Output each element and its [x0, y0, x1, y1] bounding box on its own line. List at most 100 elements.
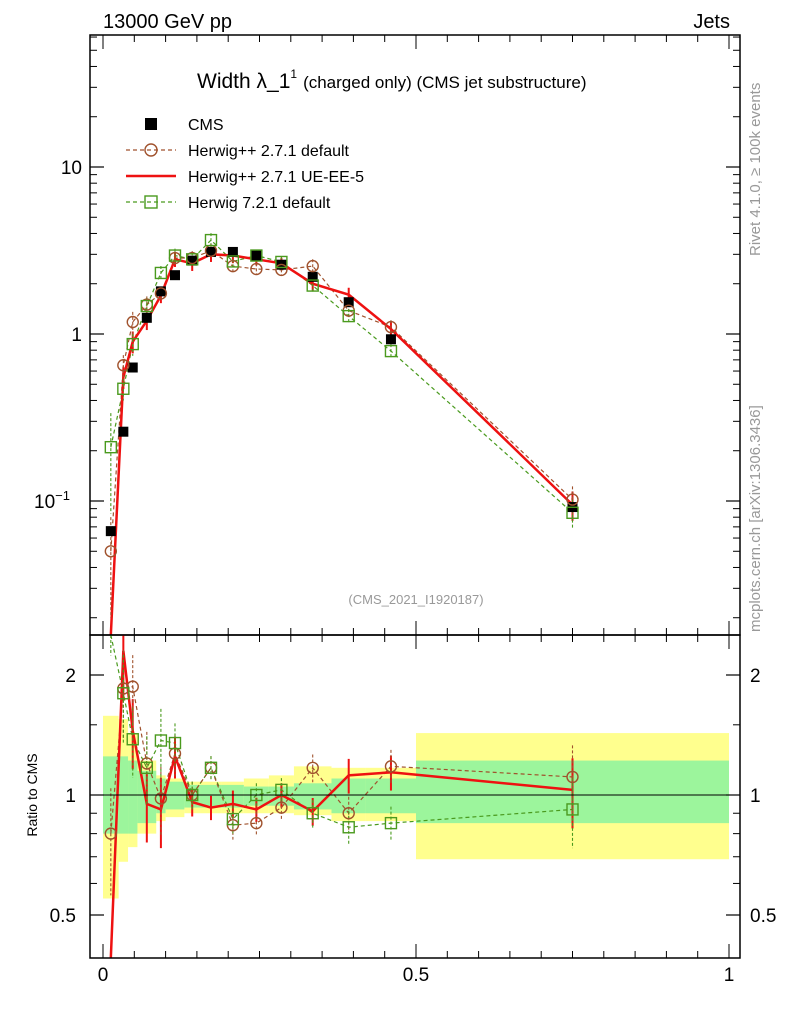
- main-point-herwig7-default: [306, 279, 319, 292]
- ratio-band-stat: [165, 781, 185, 810]
- main-ytick-label: 10: [61, 158, 82, 179]
- legend-label-herwig-2-7-1-ue-ee-5: Herwig++ 2.7.1 UE-EE-5: [188, 169, 364, 186]
- ratio-ytick-label-right: 1: [750, 786, 761, 807]
- main-point-herwigpp-default: [154, 287, 168, 300]
- main-point-herwig7-default: [126, 337, 139, 351]
- main-point-herwigpp-default: [250, 262, 263, 276]
- main-point-herwig7-default: [342, 309, 355, 323]
- main-point-herwig7-default: [250, 249, 263, 262]
- energy-label: 13000 GeV pp: [103, 11, 232, 33]
- ratio-point-herwigpp-default: [342, 807, 355, 820]
- main-point-herwigpp-default: [306, 259, 319, 273]
- ratio-point-herwigpp-default: [384, 760, 398, 773]
- ratio-point-herwig7-default: [140, 761, 154, 775]
- ratio-point-herwig7-default: [342, 821, 355, 834]
- main-series: [104, 233, 579, 636]
- main-ytick-label-text: 10: [34, 492, 55, 513]
- rivet-label: Rivet 4.1.0, ≥ 100k events: [747, 83, 764, 256]
- main-point-herwig7-default: [204, 233, 218, 247]
- ratio-plot: 2 2 1 1 0.5 0.5 0 0.5 1 Ratio to CMS: [24, 634, 776, 986]
- main-point-cms: [118, 426, 129, 437]
- main-point-herwigpp-default: [117, 359, 130, 372]
- main-point-herwig7-default: [117, 382, 130, 395]
- main-title: Width λ_11 (charged only) (CMS jet substr…: [197, 67, 587, 93]
- legend-label-herwig-2-7-1-default: Herwig++ 2.7.1 default: [188, 143, 350, 160]
- ratio-point-herwigpp-default: [154, 792, 168, 805]
- main-point-cms: [227, 246, 238, 257]
- main-point-herwigpp-default: [275, 263, 288, 277]
- ratio-ylabel: Ratio to CMS: [24, 753, 40, 836]
- main-point-herwigpp-default: [104, 545, 118, 558]
- legend-label-cms: CMS: [188, 117, 224, 134]
- ratio-point-herwigpp-default: [104, 827, 118, 840]
- legend-marker-cms: [145, 118, 157, 130]
- main-ytick-label: 10−1: [34, 488, 70, 513]
- ratio-point-herwig7-default: [168, 736, 182, 750]
- main-point-cms: [155, 286, 166, 297]
- main-point-cms: [169, 270, 180, 281]
- ratio-point-herwig7-default: [226, 812, 240, 826]
- main-point-cms: [307, 271, 318, 282]
- ratio-point-herwig7-default: [204, 761, 218, 775]
- ratio-xtick-label: 0.5: [403, 965, 429, 986]
- main-point-cms: [105, 526, 116, 537]
- main-ytick-label-text: 1: [71, 325, 82, 346]
- main-point-cms: [127, 362, 138, 373]
- ratio-ytick-label-left: 1: [65, 786, 76, 807]
- main-title-suffix: (charged only) (CMS jet substructure): [303, 73, 586, 92]
- ratio-line-herwig7-default: [110, 634, 573, 828]
- main-plot: Width λ_11 (charged only) (CMS jet substr…: [34, 34, 741, 636]
- ratio-ytick-label-right: 2: [750, 666, 761, 687]
- legend: CMS Herwig++ 2.7.1 default Herwig++ 2.7.1 …: [126, 117, 364, 212]
- main-point-herwig7-default: [168, 249, 182, 262]
- main-point-herwig7-default: [275, 255, 288, 269]
- ratio-frame: [89, 634, 741, 959]
- main-title-sup: 1: [290, 67, 297, 81]
- main-point-herwigpp-default: [126, 315, 139, 329]
- ratio-point-herwig7-default: [126, 733, 139, 746]
- main-point-herwig7-default: [226, 255, 240, 268]
- ratio-point-herwig7-default: [154, 734, 168, 747]
- legend-label-herwig-7-2-1-default: Herwig 7.2.1 default: [188, 195, 331, 212]
- ratio-point-herwig7-default: [566, 803, 579, 816]
- ratio-axes: 2 2 1 1 0.5 0.5 0 0.5 1: [50, 634, 776, 986]
- main-point-herwig7-default: [104, 440, 118, 454]
- main-point-herwig7-default: [384, 344, 398, 358]
- process-label: Jets: [693, 11, 730, 33]
- main-point-herwig7-default: [566, 506, 579, 519]
- ratio-ytick-label-right: 0.5: [750, 906, 776, 927]
- main-line-herwig7-default: [110, 239, 573, 514]
- legend-marker-herwig-7-2-1-default: [144, 195, 158, 209]
- main-point-herwig7-default: [140, 299, 154, 313]
- legend-marker-herwig-2-7-1-default: [144, 143, 158, 157]
- main-point-cms: [251, 250, 262, 261]
- main-point-cms: [205, 246, 216, 257]
- ratio-xtick-label: 1: [724, 965, 735, 986]
- main-point-herwigpp-default: [384, 320, 398, 334]
- ratio-bands: [103, 715, 729, 899]
- main-title-text: Width λ_1: [197, 70, 290, 93]
- analysis-reference: (CMS_2021_I1920187): [348, 592, 483, 607]
- main-point-cms: [385, 334, 396, 345]
- main-ytick-label-text: 10: [61, 158, 82, 179]
- main-ytick-label: 1: [71, 325, 82, 346]
- main-line-herwigpp-default: [110, 250, 573, 552]
- main-point-herwigpp-default: [566, 493, 579, 506]
- ratio-point-herwigpp-default: [250, 816, 263, 830]
- ratio-point-herwig7-default: [306, 807, 319, 820]
- ratio-point-herwig7-default: [117, 687, 130, 700]
- ratio-series: [104, 634, 579, 959]
- main-point-cms: [187, 255, 198, 266]
- main-point-cms: [141, 312, 152, 323]
- ratio-xtick-label: 0: [98, 965, 109, 986]
- ratio-point-herwigpp-default: [306, 761, 319, 775]
- main-ytick-label-sup: −1: [55, 488, 70, 503]
- mcplots-label: mcplots.cern.ch [arXiv:1306.3436]: [747, 405, 764, 632]
- ratio-point-herwigpp-default: [566, 770, 579, 784]
- ratio-point-herwig7-default: [384, 816, 398, 830]
- main-point-herwig7-default: [186, 253, 199, 266]
- ratio-ytick-label-left: 0.5: [50, 906, 76, 927]
- ratio-point-herwigpp-default: [126, 680, 139, 693]
